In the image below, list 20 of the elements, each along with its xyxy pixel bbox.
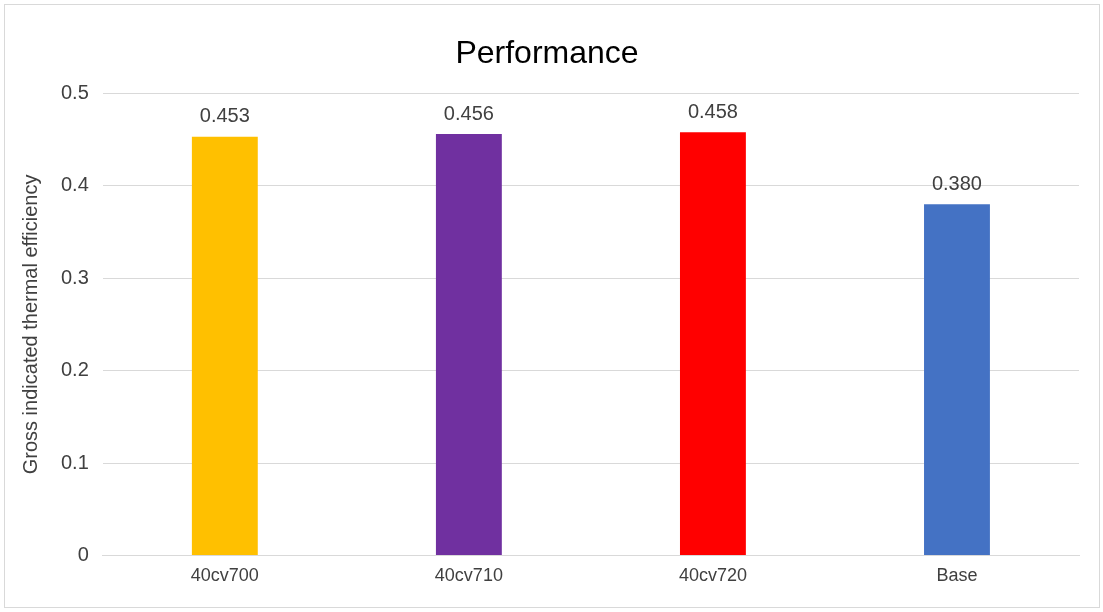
data-label: 0.453 xyxy=(199,104,250,127)
data-label: 0.458 xyxy=(687,99,738,122)
bar xyxy=(679,132,746,555)
bar xyxy=(435,134,502,555)
chart-title: Performance xyxy=(455,34,639,71)
y-tick-label: 0.3 xyxy=(60,265,89,288)
y-tick-label: 0 xyxy=(77,542,89,565)
y-tick-label: 0.1 xyxy=(60,450,89,473)
y-tick-label: 0.4 xyxy=(60,173,89,196)
x-tick-label: 40cv710 xyxy=(434,565,503,586)
y-axis-title: Gross indicated thermal efficiency xyxy=(18,174,41,475)
data-label: 0.380 xyxy=(931,171,983,194)
bar xyxy=(191,136,258,555)
data-label: 0.456 xyxy=(443,101,494,124)
x-tick-label: 40cv720 xyxy=(678,565,747,586)
bar xyxy=(924,204,990,555)
x-tick-label: 40cv700 xyxy=(190,565,259,586)
y-tick-label: 0.2 xyxy=(60,358,89,381)
y-tick-label: 0.5 xyxy=(60,80,89,103)
x-tick-label: Base xyxy=(936,565,978,586)
